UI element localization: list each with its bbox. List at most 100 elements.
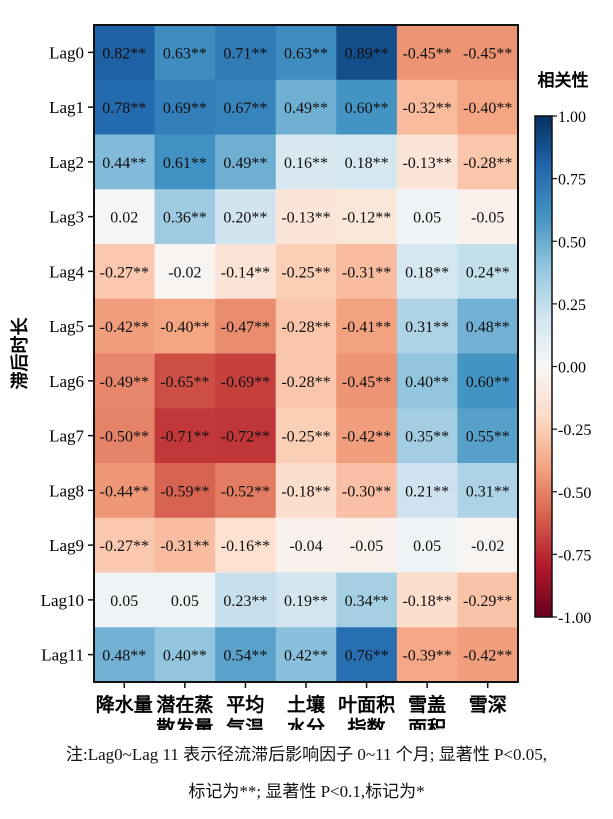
cell-label: -0.05: [350, 538, 383, 555]
heatmap-cell: [94, 627, 156, 683]
cell-label: -0.42**: [100, 319, 149, 336]
y-tick-label: Lag9: [49, 536, 84, 555]
cell-label: 0.67**: [223, 100, 267, 117]
heatmap-cell: [457, 353, 519, 409]
heatmap-cell: [94, 463, 156, 519]
cell-label: -0.18**: [402, 593, 451, 610]
colorbar-tick-label: -0.50: [558, 485, 591, 502]
heatmap-cell: [336, 189, 398, 245]
heatmap-cell: [336, 353, 398, 409]
cell-label: -0.39**: [402, 648, 451, 665]
y-tick-label: Lag4: [49, 262, 84, 281]
cell-label: -0.12**: [342, 210, 391, 227]
cell-label: -0.02: [471, 538, 504, 555]
heatmap-cell: [94, 353, 156, 409]
colorbar-tick-label: 0.50: [558, 234, 586, 251]
x-tick-label: 雪深: [469, 693, 507, 716]
heatmap-cell: [396, 189, 458, 245]
cell-label: 0.54**: [223, 648, 267, 665]
heatmap-cell: [336, 627, 398, 683]
cell-label: -0.71**: [160, 429, 209, 446]
heatmap-cell: [154, 408, 216, 464]
cell-label: 0.31**: [466, 483, 510, 500]
colorbar-tick-label: 0.75: [558, 172, 586, 189]
heatmap-cell: [396, 517, 458, 573]
cell-label: -0.25**: [281, 429, 330, 446]
heatmap-cell: [154, 25, 216, 81]
heatmap-cell: [94, 189, 156, 245]
heatmap-cell: [457, 189, 519, 245]
cell-label: 0.36**: [163, 210, 207, 227]
cell-label: 0.31**: [405, 319, 449, 336]
heatmap-cell: [336, 25, 398, 81]
heatmap-cell: [275, 189, 337, 245]
cell-label: 0.18**: [405, 264, 449, 281]
colorbar-tick-label: 0.00: [558, 360, 586, 377]
cell-label: -0.28**: [281, 374, 330, 391]
cell-label: 0.05: [413, 210, 441, 227]
cell-label: 0.18**: [345, 155, 389, 172]
cell-label: 0.69**: [163, 100, 207, 117]
cell-label: -0.42**: [342, 429, 391, 446]
cell-label: -0.28**: [281, 319, 330, 336]
heatmap-cell: [94, 134, 156, 190]
x-tick-label: 气温: [225, 716, 264, 730]
heatmap-cell: [94, 408, 156, 464]
heatmap-cell: [457, 517, 519, 573]
cell-label: -0.32**: [402, 100, 451, 117]
heatmap-cell: [396, 463, 458, 519]
cell-label: -0.31**: [160, 538, 209, 555]
cell-label: -0.44**: [100, 483, 149, 500]
cell-label: -0.40**: [463, 100, 512, 117]
cell-label: -0.16**: [221, 538, 270, 555]
cell-label: 0.89**: [345, 45, 389, 62]
heatmap-cell: [154, 298, 216, 354]
x-tick-label: 潜在蒸: [156, 693, 213, 716]
heatmap-cell: [94, 244, 156, 300]
cell-label: 0.60**: [466, 374, 510, 391]
y-tick-label: Lag10: [41, 591, 84, 610]
cell-label: 0.48**: [102, 648, 146, 665]
colorbar: [534, 115, 553, 618]
heatmap-cell: [94, 572, 156, 628]
y-tick-label: Lag2: [49, 153, 84, 172]
heatmap-cell: [396, 408, 458, 464]
cell-label: -0.28**: [463, 155, 512, 172]
heatmap-cell: [275, 353, 337, 409]
y-tick-label: Lag3: [49, 208, 84, 227]
cell-label: 0.40**: [405, 374, 449, 391]
cell-label: -0.04: [289, 538, 322, 555]
y-tick-label: Lag6: [49, 372, 84, 391]
cell-label: 0.42**: [284, 648, 328, 665]
cell-label: -0.25**: [281, 264, 330, 281]
heatmap-cell: [457, 25, 519, 81]
cell-label: -0.59**: [160, 483, 209, 500]
heatmap-cell: [396, 627, 458, 683]
cell-label: -0.42**: [463, 648, 512, 665]
cell-label: 0.63**: [163, 45, 207, 62]
colorbar-tick-label: 1.00: [558, 109, 586, 126]
heatmap-cell: [275, 298, 337, 354]
cell-label: -0.69**: [221, 374, 270, 391]
heatmap-cell: [94, 298, 156, 354]
heatmap-cell: [457, 627, 519, 683]
cell-label: 0.44**: [102, 155, 146, 172]
heatmap-cell: [336, 463, 398, 519]
heatmap-cell: [457, 463, 519, 519]
heatmap-cell: [94, 25, 156, 81]
cell-label: -0.13**: [402, 155, 451, 172]
cell-label: -0.29**: [463, 593, 512, 610]
heatmap-cell: [396, 298, 458, 354]
heatmap-cell: [275, 244, 337, 300]
cell-label: -0.47**: [221, 319, 270, 336]
cell-label: 0.34**: [345, 593, 389, 610]
cell-label: 0.82**: [102, 45, 146, 62]
y-tick-label: Lag11: [41, 646, 84, 665]
heatmap-cell: [154, 244, 216, 300]
heatmap-cell: [275, 79, 337, 135]
heatmap-cell: [336, 244, 398, 300]
cell-label: 0.24**: [466, 264, 510, 281]
heatmap-cell: [215, 408, 277, 464]
x-tick-label: 面积: [408, 717, 446, 730]
y-axis-label: 滞后时长: [10, 317, 31, 390]
